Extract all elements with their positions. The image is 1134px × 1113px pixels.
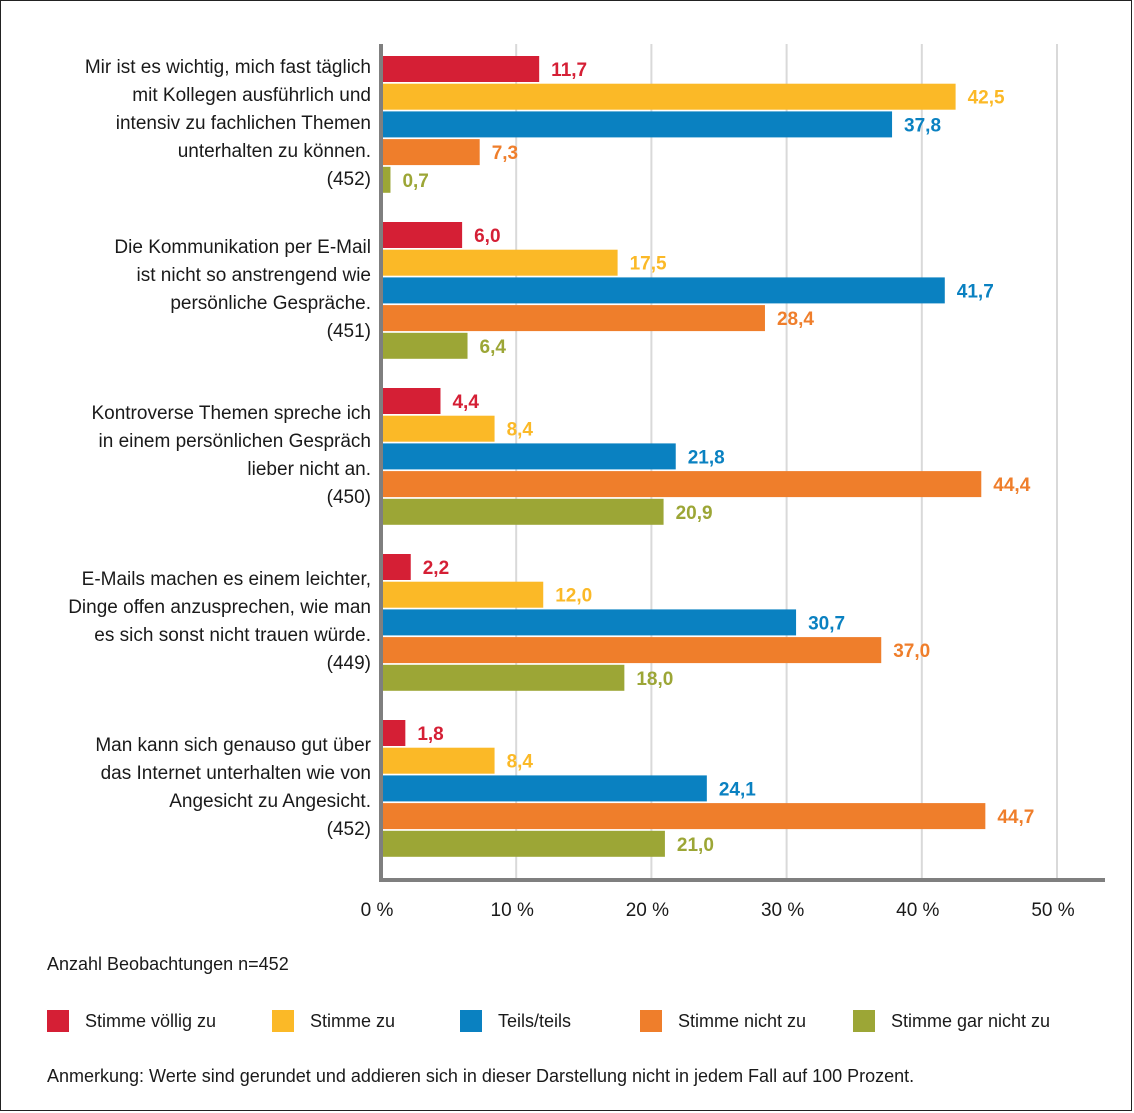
data-label: 0,7 — [402, 171, 428, 192]
data-label: 17,5 — [630, 254, 667, 275]
bar — [381, 498, 664, 525]
legend-swatch — [272, 1010, 294, 1032]
legend-item: Stimme völlig zu — [47, 1010, 216, 1032]
bar — [381, 166, 391, 193]
x-tick-label: 40 % — [896, 900, 940, 921]
remark-note: Anmerkung: Werte sind gerundet und addie… — [47, 1066, 915, 1086]
bar — [381, 830, 665, 857]
legend-label: Stimme nicht zu — [678, 1010, 807, 1031]
bar — [381, 305, 765, 332]
legend-item: Stimme gar nicht zu — [853, 1010, 1050, 1032]
legend-swatch — [640, 1010, 662, 1032]
x-tick-label: 30 % — [760, 900, 805, 921]
legend-label: Stimme gar nicht zu — [891, 1010, 1051, 1031]
category-n: (449) — [326, 653, 371, 674]
category-label: Kontroverse Themen spreche ich in einem … — [31, 400, 371, 512]
data-label: 37,8 — [904, 115, 941, 136]
data-label: 8,4 — [507, 420, 534, 441]
observations-note: Anzahl Beobachtungen n=452 — [47, 954, 289, 974]
legend-item: Stimme nicht zu — [640, 1010, 806, 1032]
data-label: 21,0 — [677, 835, 714, 856]
bar — [381, 747, 495, 774]
x-tick-label: 20 % — [625, 900, 670, 921]
category-text: Man kann sich genauso gut über das Inter… — [95, 735, 371, 812]
legend-item: Teils/teils — [460, 1010, 571, 1032]
data-label: 20,9 — [676, 503, 713, 524]
bar — [381, 139, 480, 166]
data-label: 1,8 — [417, 724, 443, 745]
data-label: 2,2 — [423, 558, 449, 579]
category-text: Mir ist es wichtig, mich fast täglich mi… — [84, 57, 371, 162]
bar — [381, 56, 540, 82]
category-label: Mir ist es wichtig, mich fast täglich mi… — [31, 54, 371, 194]
category-label: E-Mails machen es einem leichter, Dinge … — [31, 566, 371, 678]
bar — [381, 388, 441, 414]
x-tick-label: 10 % — [490, 900, 534, 921]
data-label: 6,4 — [480, 337, 507, 358]
data-label: 24,1 — [719, 779, 756, 800]
bar — [381, 637, 882, 664]
bar — [381, 332, 468, 359]
category-n: (451) — [326, 321, 371, 342]
bar — [381, 277, 945, 304]
bar — [381, 775, 707, 802]
x-tick-label: 50 % — [1031, 900, 1075, 921]
bar — [381, 83, 956, 110]
category-n: (452) — [326, 819, 371, 840]
x-tick-label: 0 % — [360, 900, 394, 921]
data-label: 28,4 — [777, 309, 814, 330]
data-label: 18,0 — [636, 669, 673, 690]
category-n: (452) — [326, 169, 371, 190]
category-text: Die Kommunikation per E-Mail ist nicht s… — [114, 237, 371, 314]
bar — [381, 415, 495, 442]
bar — [381, 249, 618, 276]
data-label: 7,3 — [492, 143, 518, 164]
data-label: 41,7 — [957, 281, 994, 302]
category-n: (450) — [326, 487, 371, 508]
legend-label: Stimme zu — [310, 1010, 396, 1031]
data-label: 4,4 — [452, 392, 479, 413]
legend-item: Stimme zu — [272, 1010, 395, 1032]
bar — [381, 111, 893, 138]
bar — [381, 471, 982, 498]
data-label: 30,7 — [808, 613, 845, 634]
category-text: Kontroverse Themen spreche ich in einem … — [91, 403, 371, 480]
data-label: 44,7 — [997, 807, 1034, 828]
legend-swatch — [47, 1010, 69, 1032]
legend-label: Teils/teils — [498, 1010, 572, 1031]
bar — [381, 803, 986, 830]
bar — [381, 609, 797, 636]
bar — [381, 720, 406, 746]
data-label: 12,0 — [555, 586, 592, 607]
data-label: 42,5 — [968, 88, 1005, 109]
data-label: 8,4 — [507, 752, 534, 773]
legend-swatch — [460, 1010, 482, 1032]
category-text: E-Mails machen es einem leichter, Dinge … — [68, 569, 371, 646]
bar — [381, 581, 544, 608]
legend-swatch — [853, 1010, 875, 1032]
data-label: 44,4 — [993, 475, 1030, 496]
data-label: 11,7 — [551, 60, 587, 81]
bar — [381, 554, 411, 580]
data-label: 6,0 — [474, 226, 500, 247]
category-label: Die Kommunikation per E-Mail ist nicht s… — [31, 234, 371, 346]
bar — [381, 222, 463, 248]
bar — [381, 664, 625, 691]
data-label: 37,0 — [893, 641, 930, 662]
category-label: Man kann sich genauso gut über das Inter… — [31, 732, 371, 844]
bar — [381, 443, 676, 470]
legend-label: Stimme völlig zu — [85, 1010, 217, 1031]
data-label: 21,8 — [688, 447, 725, 468]
